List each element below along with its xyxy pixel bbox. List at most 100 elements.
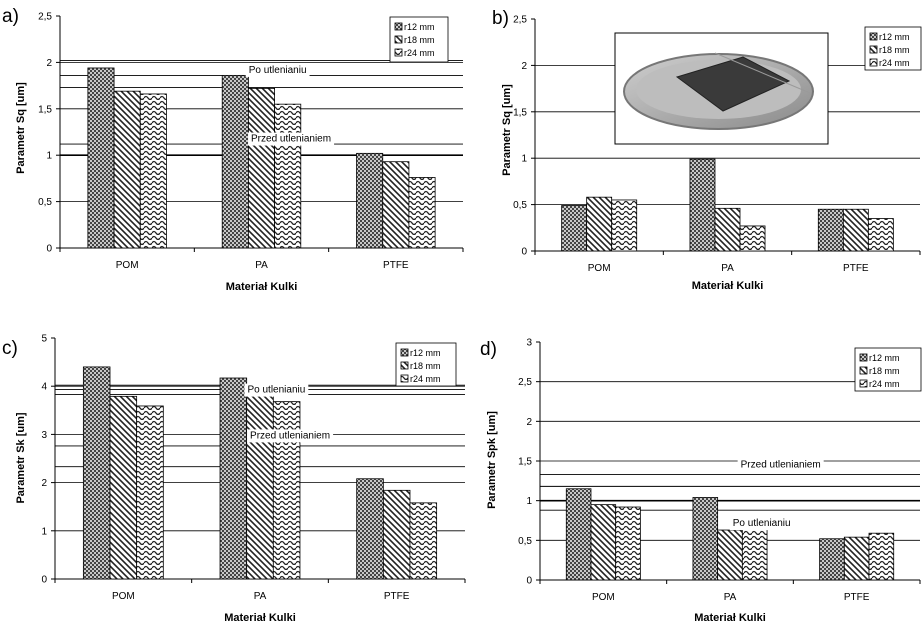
legend-swatch: [400, 374, 409, 383]
panel-label: d): [480, 339, 497, 360]
bar-pom-r18-mm: [586, 196, 613, 252]
chart-panel-2: c) 0 1 2 3 4 5 Parametr Sk [um] POM PA PTFE Materia…: [2, 334, 466, 624]
bar-pa-r24-mm: [272, 401, 301, 580]
x-tick-label: PA: [724, 592, 737, 603]
reference-annotation: Po utlenianiu: [249, 65, 307, 76]
legend-label: r24 mm: [404, 48, 435, 58]
y-tick-label: 1: [46, 151, 52, 162]
y-tick-label: 0: [526, 576, 532, 587]
legend-label: r12 mm: [410, 348, 441, 358]
y-tick-label: 0: [46, 244, 52, 255]
legend: r12 mm r18 mm r24 mm: [389, 16, 449, 63]
annotation-background: [247, 429, 334, 443]
reference-annotation: Po utlenianiu: [247, 385, 305, 396]
reference-annotation: Przed utlenianiem: [741, 459, 821, 470]
legend-label: r18 mm: [879, 45, 910, 55]
bar-pa-r12-mm: [689, 158, 716, 252]
bar-pa-r24-mm: [741, 528, 768, 581]
bar-pom-r24-mm: [611, 199, 638, 252]
x-tick-label: PTFE: [844, 592, 870, 603]
y-tick-label: 1,5: [518, 457, 532, 468]
legend: r12 mm r18 mm r24 mm: [864, 26, 922, 71]
x-tick-label: PA: [254, 591, 267, 602]
legend-label: r24 mm: [410, 374, 441, 384]
y-tick-label: 1: [41, 526, 47, 537]
y-tick-label: 0: [41, 575, 47, 586]
annotation-background: [729, 517, 794, 531]
legend-swatch: [869, 32, 878, 41]
y-tick-label: 1: [521, 154, 527, 165]
chart-panel-3: d) 0 0,5 1 1,5 2 2,5 3 Parametr Spk [um] POM PA PTF…: [480, 338, 922, 624]
y-tick-label: 1: [526, 496, 532, 507]
annotation-background: [244, 383, 309, 397]
legend-swatch: [394, 48, 403, 57]
bar-pa-r18-mm: [248, 87, 275, 249]
legend-label: r18 mm: [869, 366, 900, 376]
y-tick-label: 2,5: [518, 377, 532, 388]
annotation-background: [248, 132, 335, 146]
chart-panel-1: b) 0 0,5 1 1,5 2 2,5 Parametr Sq [um] POM PA PTFE M…: [492, 8, 922, 292]
bar-ptfe-r18-mm: [842, 208, 869, 252]
bar-pom-r12-mm: [82, 366, 111, 580]
y-tick-label: 5: [41, 334, 47, 345]
inset-sample-photo: [614, 32, 829, 145]
bar-pa-r18-mm: [717, 529, 743, 581]
legend-label: r12 mm: [869, 353, 900, 363]
legend-swatch: [859, 353, 868, 362]
y-axis-label: Parametr Sq [um]: [501, 84, 513, 176]
legend-label: r18 mm: [410, 361, 441, 371]
bar-pa-r24-mm: [739, 225, 766, 252]
legend-swatch: [394, 22, 403, 31]
x-axis-label: Materiał Kulki: [692, 280, 764, 292]
x-tick-label: POM: [116, 260, 139, 271]
bar-pom-r12-mm: [87, 67, 115, 249]
y-tick-label: 2: [521, 61, 527, 72]
x-tick-label: POM: [112, 591, 135, 602]
x-tick-label: POM: [588, 263, 611, 274]
legend: r12 mm r18 mm r24 mm: [854, 347, 922, 392]
bar-pa-r18-mm: [714, 207, 741, 252]
legend-swatch: [859, 366, 868, 375]
y-tick-label: 2: [46, 58, 52, 69]
reference-annotation: Po utlenianiu: [733, 518, 791, 529]
bar-pom-r12-mm: [561, 205, 588, 252]
bar-ptfe-r24-mm: [408, 177, 436, 249]
y-axis-label: Parametr Sk [um]: [15, 412, 27, 503]
bar-ptfe-r18-mm: [843, 536, 870, 581]
bar-pa-r12-mm: [221, 74, 249, 249]
legend-label: r24 mm: [869, 379, 900, 389]
x-axis-label: Materiał Kulki: [694, 612, 766, 624]
bar-ptfe-r18-mm: [382, 489, 411, 580]
reference-annotation: Przed utlenianiem: [250, 430, 330, 441]
x-tick-label: PA: [721, 263, 734, 274]
y-tick-label: 0,5: [513, 200, 527, 211]
panel-label: c): [2, 338, 18, 359]
panel-label: a): [2, 6, 19, 27]
bar-ptfe-r12-mm: [356, 152, 384, 249]
y-tick-label: 2,5: [513, 15, 527, 26]
bar-pom-r12-mm: [565, 488, 592, 581]
y-tick-label: 4: [41, 382, 47, 393]
bar-ptfe-r24-mm: [409, 502, 438, 580]
legend: r12 mm r18 mm r24 mm: [395, 342, 457, 387]
y-tick-label: 2: [41, 478, 47, 489]
reference-annotation: Przed utlenianiem: [251, 134, 331, 145]
y-tick-label: 0,5: [518, 536, 532, 547]
bar-ptfe-r18-mm: [382, 161, 410, 249]
legend-label: r12 mm: [879, 32, 910, 42]
y-tick-label: 2,5: [38, 12, 52, 23]
legend-label: r12 mm: [404, 22, 435, 32]
y-tick-label: 1,5: [513, 107, 527, 118]
x-axis-label: Materiał Kulki: [224, 612, 296, 624]
legend-swatch: [869, 45, 878, 54]
x-tick-label: PTFE: [384, 591, 410, 602]
y-axis-label: Parametr Spk [um]: [486, 411, 498, 509]
y-tick-label: 0,5: [38, 197, 52, 208]
bar-ptfe-r12-mm: [819, 538, 845, 581]
bar-pom-r18-mm: [113, 90, 141, 249]
legend-swatch: [400, 348, 409, 357]
bar-pom-r24-mm: [136, 405, 164, 580]
bar-pom-r18-mm: [109, 395, 138, 580]
chart-panel-0: a) 0 0,5 1 1,5 2 2,5 Parametr Sq [um] POM PA PTFE M…: [2, 6, 464, 293]
x-tick-label: PA: [255, 260, 268, 271]
